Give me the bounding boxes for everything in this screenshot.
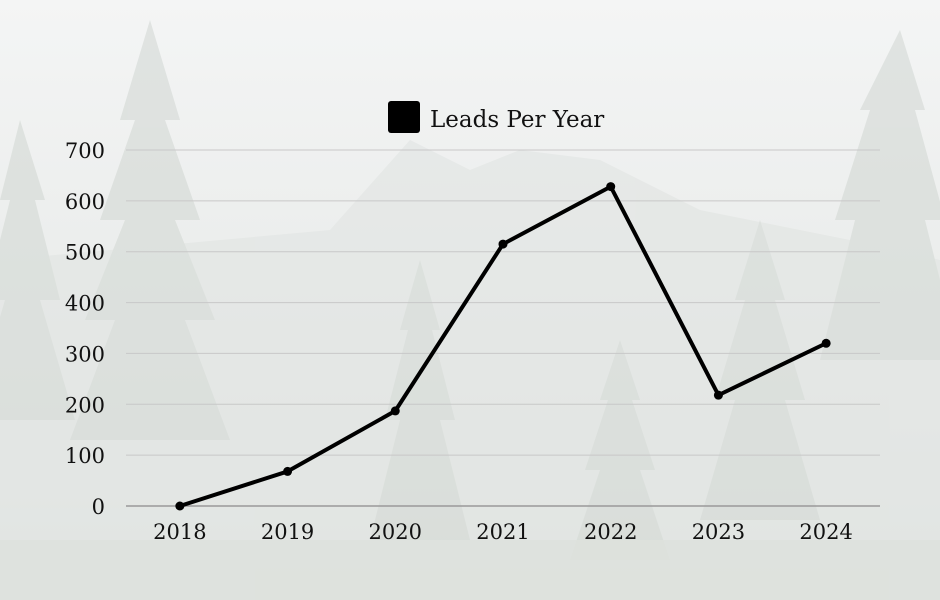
y-tick-label: 0	[92, 495, 105, 519]
y-tick-label: 500	[65, 241, 105, 265]
x-tick-label: 2023	[692, 520, 745, 544]
legend-swatch	[388, 101, 420, 133]
x-tick-label: 2020	[369, 520, 422, 544]
x-tick-label: 2022	[584, 520, 637, 544]
legend[interactable]: Leads Per Year	[388, 101, 604, 133]
x-tick-label: 2024	[799, 520, 852, 544]
y-tick-label: 400	[65, 292, 105, 316]
x-tick-label: 2019	[261, 520, 314, 544]
data-point[interactable]	[821, 338, 831, 348]
x-tick-label: 2021	[476, 520, 529, 544]
data-point[interactable]	[606, 182, 616, 192]
y-tick-label: 300	[65, 342, 105, 366]
y-tick-label: 200	[65, 393, 105, 417]
x-tick-label: 2018	[153, 520, 206, 544]
data-point[interactable]	[713, 390, 723, 400]
series-group	[175, 182, 831, 511]
y-tick-label: 100	[65, 444, 105, 468]
x-axis: 2018 2019 2020 2021 2022 2023 2024	[126, 505, 880, 544]
y-tick-label: 700	[65, 139, 105, 163]
series-line	[177, 184, 829, 508]
data-point[interactable]	[175, 501, 185, 511]
legend-label: Leads Per Year	[430, 107, 604, 133]
gridlines	[126, 149, 880, 456]
data-point[interactable]	[283, 466, 293, 476]
data-point[interactable]	[390, 406, 400, 416]
y-tick-label: 600	[65, 190, 105, 214]
data-point[interactable]	[498, 239, 508, 249]
y-axis: 0 100 200 300 400 500 600 700	[65, 139, 105, 519]
